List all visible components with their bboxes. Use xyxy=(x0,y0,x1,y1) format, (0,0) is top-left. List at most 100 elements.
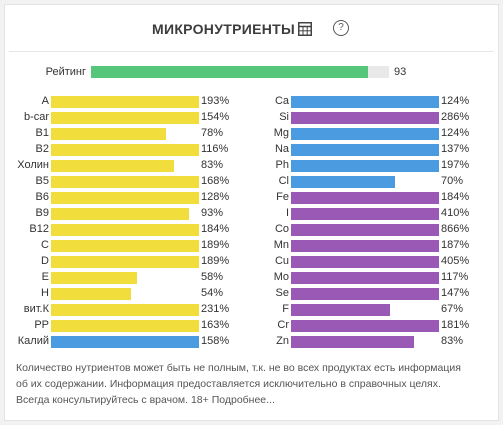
nutrient-name: B1 xyxy=(35,127,49,139)
rating-row: Рейтинг 93 xyxy=(5,65,498,79)
nutrient-row: Cl 70% xyxy=(245,174,485,190)
nutrient-name: Ph xyxy=(275,159,289,171)
nutrient-row: b-car 154% xyxy=(5,110,245,126)
nutrient-percent: 197% xyxy=(441,159,470,171)
nutrient-percent: 866% xyxy=(441,223,470,235)
rating-bar-track xyxy=(91,66,389,78)
nutrient-name: Ca xyxy=(274,95,289,107)
nutrient-name: Mn xyxy=(273,239,289,251)
nutrient-bar xyxy=(51,176,199,188)
nutrient-name: A xyxy=(41,95,49,107)
nutrient-row: Калий 158% xyxy=(5,334,245,350)
nutrient-bar xyxy=(291,288,439,300)
table-icon[interactable] xyxy=(298,22,312,36)
nutrient-bar xyxy=(291,320,439,332)
nutrient-name: Se xyxy=(275,287,289,299)
nutrient-row: Mn 187% xyxy=(245,238,485,254)
nutrient-percent: 83% xyxy=(201,159,224,171)
nutrient-percent: 168% xyxy=(201,175,230,187)
nutrient-name: Mg xyxy=(273,127,289,139)
nutrient-name: Калий xyxy=(17,335,49,347)
nutrient-row: Cr 181% xyxy=(245,318,485,334)
nutrient-percent: 286% xyxy=(441,111,470,123)
nutrient-name: Na xyxy=(274,143,289,155)
nutrient-row: Ph 197% xyxy=(245,158,485,174)
nutrient-bar xyxy=(51,144,199,156)
nutrient-name: Холин xyxy=(17,159,49,171)
nutrient-name: PP xyxy=(34,319,49,331)
nutrient-name: B9 xyxy=(35,207,49,219)
nutrient-percent: 163% xyxy=(201,319,230,331)
nutrient-bar xyxy=(51,304,199,316)
nutrient-percent: 154% xyxy=(201,111,230,123)
nutrient-row: Ca 124% xyxy=(245,94,485,110)
nutrient-name: H xyxy=(41,287,49,299)
nutrient-name: Cr xyxy=(277,319,289,331)
nutrient-name: I xyxy=(285,207,289,219)
disclaimer-line: об их содержании. Информация предоставля… xyxy=(16,378,441,390)
card-header: МИКРОНУТРИЕНТЫ ? xyxy=(5,5,498,49)
rating-bar-fill xyxy=(91,66,369,78)
nutrient-bar xyxy=(291,240,439,252)
nutrient-bar xyxy=(291,304,390,316)
nutrient-name: B2 xyxy=(35,143,49,155)
nutrient-percent: 189% xyxy=(201,239,230,251)
micronutrients-card: МИКРОНУТРИЕНТЫ ? Рейтинг 93 A 193% b-car 15… xyxy=(4,4,499,421)
nutrient-name: Cu xyxy=(274,255,289,267)
nutrient-percent: 187% xyxy=(441,239,470,251)
nutrient-row: I 410% xyxy=(245,206,485,222)
nutrient-bar xyxy=(51,288,131,300)
nutrient-bar xyxy=(51,272,137,284)
rating-value: 93 xyxy=(394,66,407,78)
nutrient-percent: 93% xyxy=(201,207,224,219)
nutrient-bar xyxy=(51,112,199,124)
disclaimer-line[interactable]: Всегда консультируйтесь с врачом. 18+ По… xyxy=(16,394,275,406)
nutrient-percent: 70% xyxy=(441,175,464,187)
nutrient-bar xyxy=(291,336,414,348)
nutrient-name: Mo xyxy=(273,271,289,283)
nutrient-name: Si xyxy=(279,111,289,123)
nutrient-row: PP 163% xyxy=(5,318,245,334)
nutrient-bar xyxy=(291,112,439,124)
nutrient-name: B5 xyxy=(35,175,49,187)
nutrient-row: B1 78% xyxy=(5,126,245,142)
nutrient-column-right: Ca 124% Si 286% Mg 124% Na 137% Ph 197% Cl 70% Fe 184… xyxy=(245,94,485,350)
nutrient-percent: 58% xyxy=(201,271,224,283)
disclaimer-text: Количество нутриентов может быть не полн… xyxy=(16,360,491,408)
nutrient-row: Mg 124% xyxy=(245,126,485,142)
header-divider xyxy=(9,51,494,52)
nutrient-bar xyxy=(51,336,199,348)
nutrient-row: Si 286% xyxy=(245,110,485,126)
nutrient-bar xyxy=(51,320,199,332)
nutrient-row: C 189% xyxy=(5,238,245,254)
nutrient-percent: 67% xyxy=(441,303,464,315)
nutrient-row: B5 168% xyxy=(5,174,245,190)
nutrient-name: E xyxy=(41,271,49,283)
nutrient-percent: 117% xyxy=(441,271,469,283)
nutrient-row: Cu 405% xyxy=(245,254,485,270)
nutrient-bar xyxy=(51,224,199,236)
nutrient-percent: 147% xyxy=(441,287,470,299)
nutrient-percent: 189% xyxy=(201,255,230,267)
nutrient-bar xyxy=(51,192,199,204)
nutrient-column-left: A 193% b-car 154% B1 78% B2 116% Холин 83% B5 168% B… xyxy=(5,94,245,350)
nutrient-row: F 67% xyxy=(245,302,485,318)
nutrient-row: Co 866% xyxy=(245,222,485,238)
help-icon[interactable]: ? xyxy=(333,20,349,36)
nutrient-bar xyxy=(51,128,166,140)
nutrient-name: F xyxy=(282,303,289,315)
nutrient-bar xyxy=(51,160,174,172)
nutrient-bar xyxy=(291,208,439,220)
nutrient-bar xyxy=(291,176,395,188)
card-title: МИКРОНУТРИЕНТЫ xyxy=(152,21,295,37)
nutrient-row: B9 93% xyxy=(5,206,245,222)
nutrient-row: E 58% xyxy=(5,270,245,286)
nutrient-bar xyxy=(291,128,439,140)
nutrient-name: D xyxy=(41,255,49,267)
nutrient-name: Co xyxy=(274,223,289,235)
nutrient-name: Fe xyxy=(276,191,289,203)
nutrient-bar xyxy=(291,144,439,156)
rating-label: Рейтинг xyxy=(45,66,86,78)
nutrient-percent: 158% xyxy=(201,335,230,347)
nutrient-bar xyxy=(291,192,439,204)
